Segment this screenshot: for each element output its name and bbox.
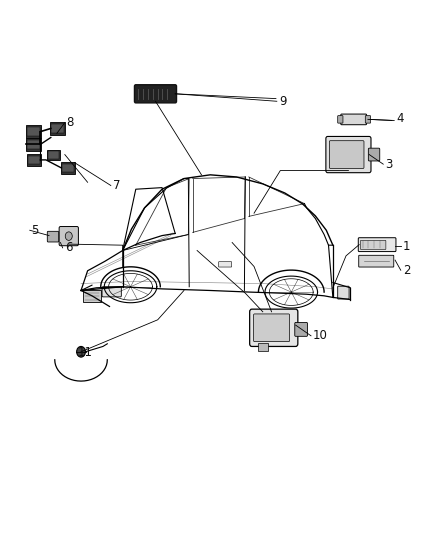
Text: 4: 4	[396, 112, 404, 125]
FancyBboxPatch shape	[62, 164, 74, 172]
FancyBboxPatch shape	[102, 287, 121, 297]
Text: 7: 7	[113, 179, 120, 192]
Text: 5: 5	[32, 224, 39, 237]
FancyBboxPatch shape	[48, 151, 59, 159]
FancyBboxPatch shape	[27, 140, 40, 149]
FancyBboxPatch shape	[365, 116, 371, 123]
FancyBboxPatch shape	[61, 162, 75, 174]
FancyBboxPatch shape	[368, 148, 380, 161]
FancyBboxPatch shape	[250, 309, 298, 346]
Text: 11: 11	[78, 346, 93, 359]
FancyBboxPatch shape	[47, 150, 60, 160]
FancyBboxPatch shape	[28, 156, 40, 164]
FancyBboxPatch shape	[254, 314, 290, 342]
Text: 1: 1	[403, 240, 410, 253]
FancyBboxPatch shape	[26, 138, 41, 151]
FancyBboxPatch shape	[47, 231, 59, 242]
FancyBboxPatch shape	[258, 343, 268, 351]
FancyBboxPatch shape	[360, 240, 386, 249]
Text: 3: 3	[385, 158, 393, 171]
Text: 10: 10	[313, 329, 328, 342]
FancyBboxPatch shape	[27, 127, 40, 136]
Circle shape	[77, 346, 85, 357]
FancyBboxPatch shape	[134, 85, 177, 103]
FancyBboxPatch shape	[219, 262, 232, 267]
FancyBboxPatch shape	[326, 136, 371, 173]
Text: 8: 8	[67, 116, 74, 129]
FancyBboxPatch shape	[50, 122, 65, 135]
Text: 9: 9	[279, 95, 287, 108]
FancyBboxPatch shape	[358, 238, 396, 252]
FancyBboxPatch shape	[59, 227, 78, 246]
FancyBboxPatch shape	[338, 116, 343, 123]
Circle shape	[65, 232, 72, 240]
FancyBboxPatch shape	[359, 255, 394, 267]
FancyBboxPatch shape	[341, 114, 367, 125]
FancyBboxPatch shape	[295, 322, 307, 336]
FancyBboxPatch shape	[83, 290, 101, 302]
FancyBboxPatch shape	[338, 286, 349, 299]
Text: 6: 6	[65, 241, 72, 254]
FancyBboxPatch shape	[26, 125, 41, 138]
FancyBboxPatch shape	[27, 154, 41, 166]
FancyBboxPatch shape	[329, 141, 364, 168]
Text: 2: 2	[403, 264, 410, 277]
FancyBboxPatch shape	[51, 124, 64, 133]
